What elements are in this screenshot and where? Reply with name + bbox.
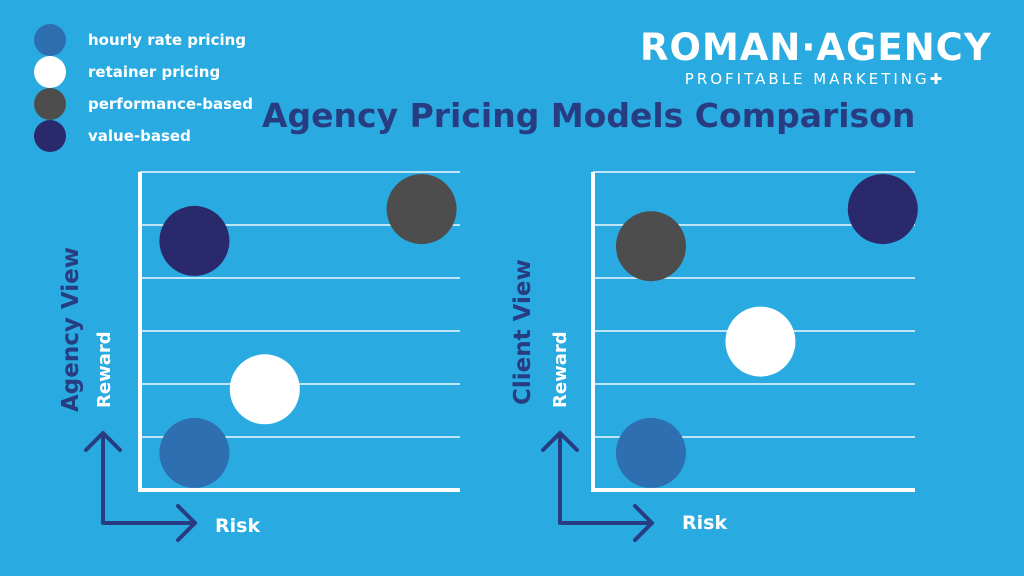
x-axis-label: Risk: [215, 515, 260, 537]
agency-view-chart: Agency View Reward Risk: [58, 171, 460, 542]
legend-swatch-performance: [34, 88, 66, 120]
legend-item: retainer pricing: [34, 56, 253, 88]
legend: hourly rate pricing retainer pricing per…: [34, 24, 253, 152]
legend-swatch-value: [34, 120, 66, 152]
point-performance-based: [615, 211, 686, 282]
legend-label: performance-based: [88, 95, 253, 113]
data-points: [159, 174, 457, 488]
point-performance-based: [386, 174, 457, 245]
y-axis-label: Reward: [94, 331, 115, 408]
legend-label: hourly rate pricing: [88, 31, 247, 49]
legend-item: performance-based: [34, 88, 253, 120]
legend-item: value-based: [34, 120, 253, 152]
legend-label: retainer pricing: [88, 63, 221, 81]
data-points: [615, 174, 918, 488]
point-value-based: [159, 205, 230, 276]
legend-swatch-hourly: [34, 24, 66, 56]
brand-name: ROMAN·AGENCY: [640, 26, 992, 69]
point-retainer-pricing: [229, 354, 300, 425]
brand-tagline: PROFITABLE MARKETING✚: [684, 70, 946, 88]
x-axis-label: Risk: [682, 512, 727, 534]
legend-item: hourly rate pricing: [34, 24, 253, 56]
brand-logo: ROMAN·AGENCY PROFITABLE MARKETING✚: [640, 26, 992, 88]
y-axis-label: Reward: [550, 331, 571, 408]
axis-arrows-icon: [84, 431, 197, 542]
chart-title: Client View: [510, 259, 536, 405]
axis-arrows-icon: [541, 431, 654, 542]
point-hourly-rate-pricing: [159, 417, 230, 488]
legend-label: value-based: [88, 127, 191, 145]
client-view-chart: Client View Reward Risk: [510, 171, 918, 542]
chart-title: Agency View: [58, 247, 84, 412]
legend-swatch-retainer: [34, 56, 66, 88]
point-retainer-pricing: [725, 306, 796, 377]
page-title: Agency Pricing Models Comparison: [262, 96, 916, 135]
point-value-based: [847, 174, 918, 245]
point-hourly-rate-pricing: [615, 417, 686, 488]
